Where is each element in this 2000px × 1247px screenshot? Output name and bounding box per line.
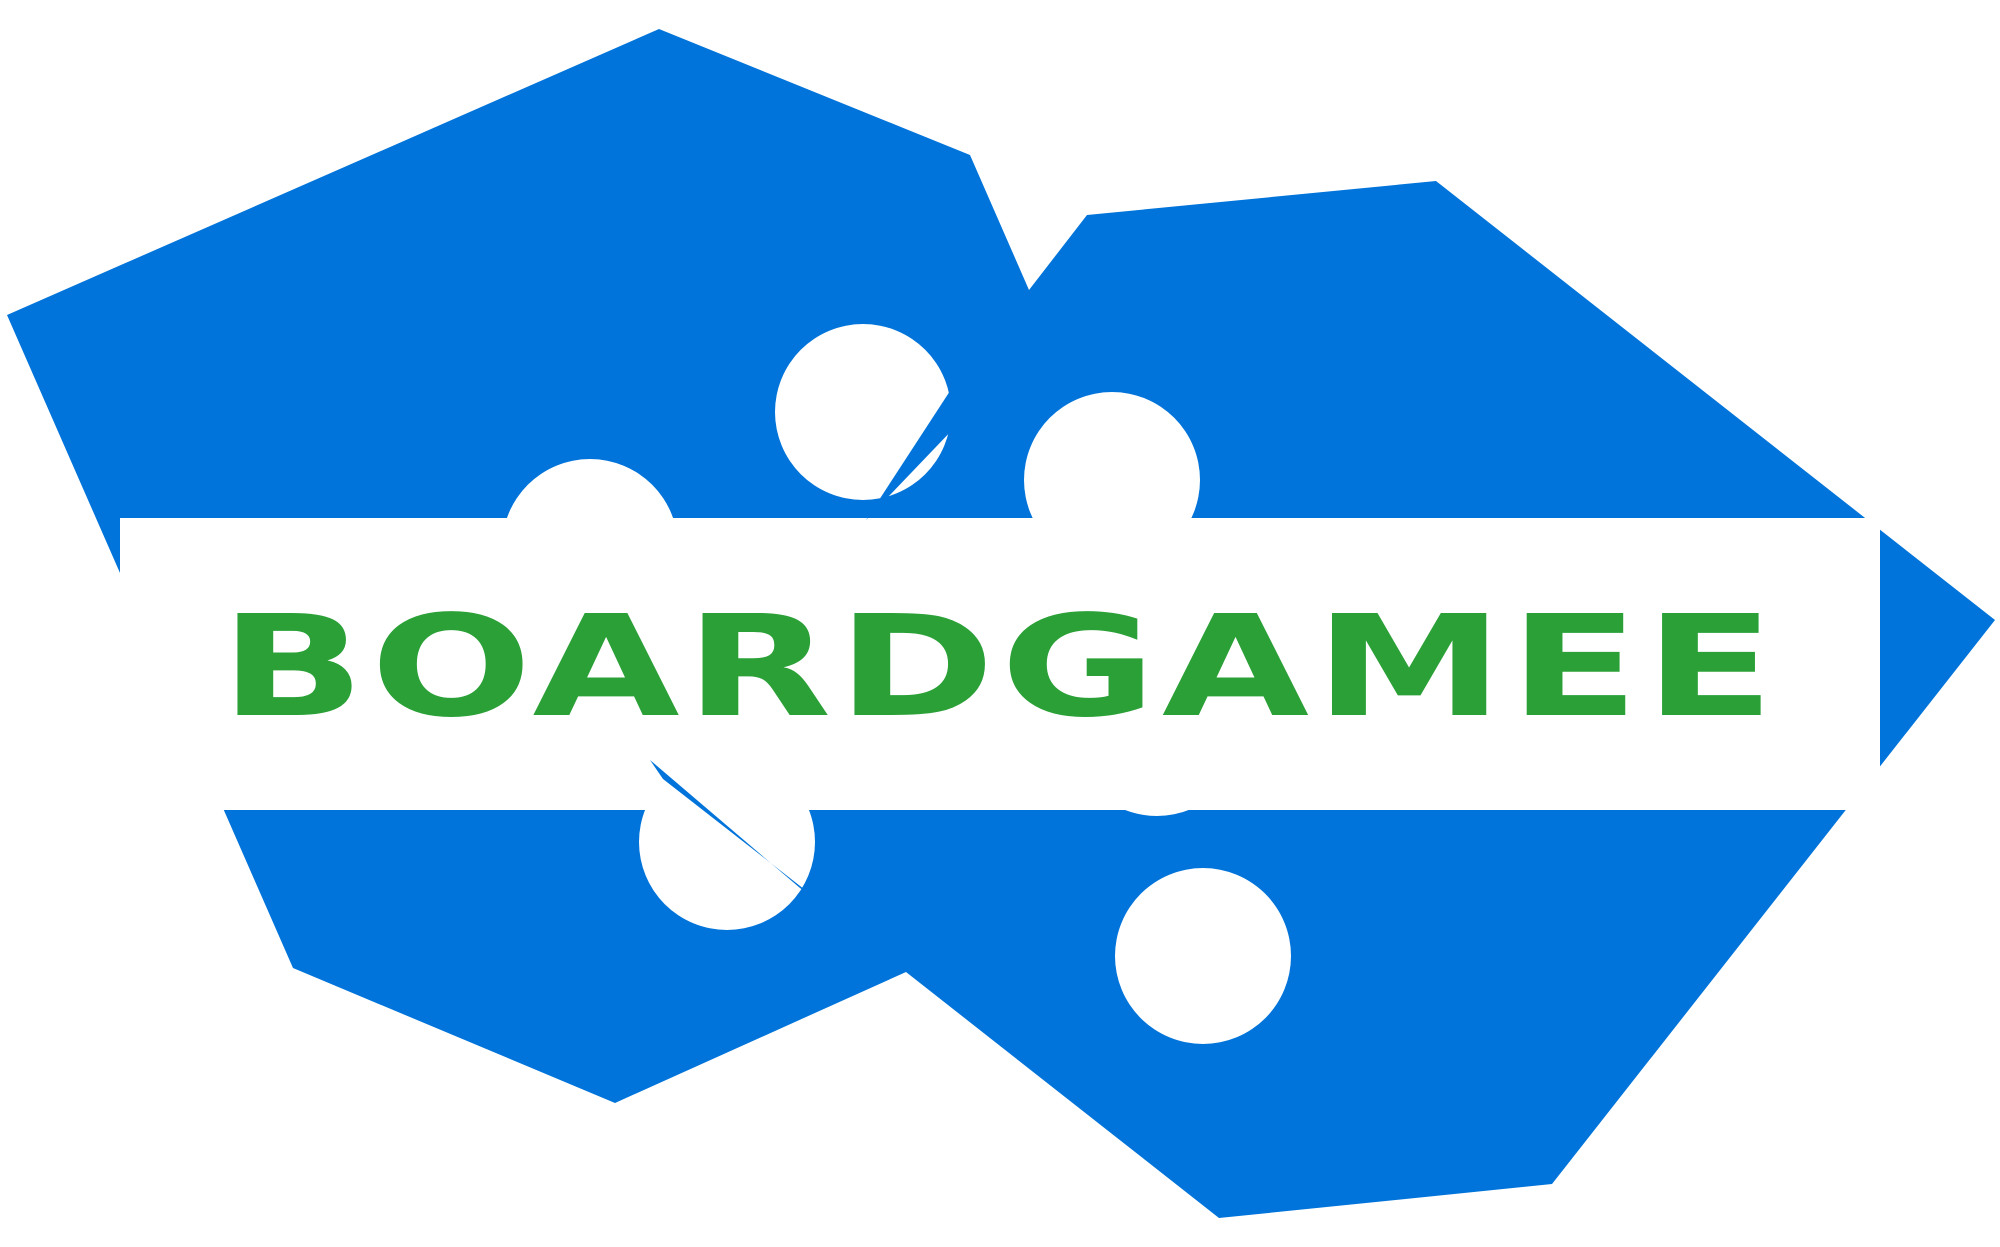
- pip-circle: [1069, 640, 1245, 816]
- pip-circle: [502, 459, 678, 635]
- pip-circle: [775, 324, 951, 500]
- pip-circle: [639, 754, 815, 930]
- logo-mark: [7, 29, 1995, 1218]
- pip-cut: [866, 290, 1029, 520]
- wordmark-text: BOARDGAMEE: [220, 586, 1780, 749]
- pip-circle: [1115, 868, 1291, 1044]
- pip-circle: [1024, 392, 1200, 568]
